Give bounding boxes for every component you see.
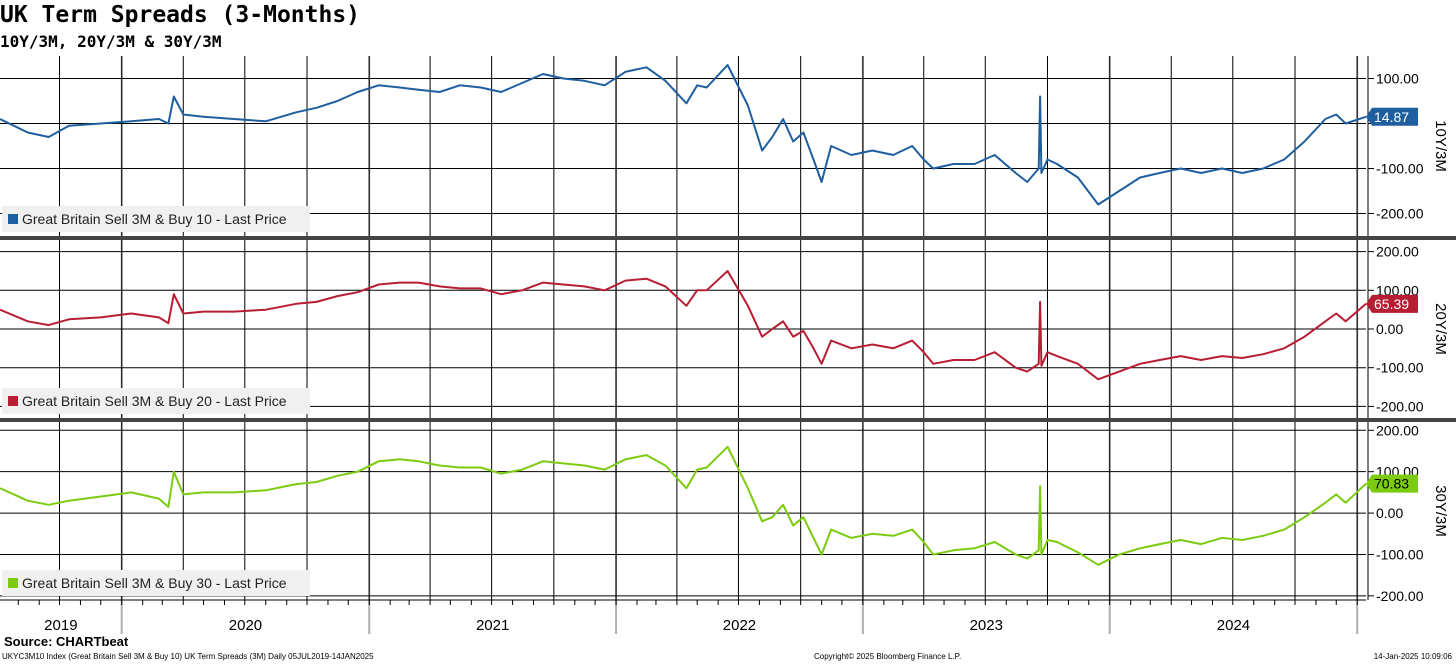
y-tick-label: 100.00 xyxy=(1376,71,1419,87)
last-value-label: 70.83 xyxy=(1374,476,1409,492)
legend-box xyxy=(2,570,310,596)
last-value-badge xyxy=(1366,107,1418,126)
series-line-30y-3m xyxy=(0,445,1367,566)
panel-divider xyxy=(0,418,1456,422)
y-axis-title: 30Y/3M xyxy=(1432,485,1449,537)
y-tick-label: 200.00 xyxy=(1376,244,1419,260)
footer-timestamp: 14-Jan-2025 10:09:06 xyxy=(1373,652,1452,661)
y-tick-label: 200.00 xyxy=(1376,422,1419,438)
chart-title: UK Term Spreads (3-Months) xyxy=(0,2,361,28)
series-line-20y-3m xyxy=(0,270,1367,381)
legend-swatch xyxy=(8,396,18,406)
x-tick-label: 2021 xyxy=(476,617,509,634)
legend-box xyxy=(2,206,310,232)
x-tick-label: 2020 xyxy=(229,617,262,634)
y-tick-label: -100.00 xyxy=(1376,360,1424,376)
legend-box xyxy=(2,388,310,414)
y-axis-title: 20Y/3M xyxy=(1432,303,1449,355)
last-value-badge xyxy=(1366,474,1418,493)
last-value-label: 14.87 xyxy=(1374,109,1409,125)
y-axis-title: 10Y/3M xyxy=(1432,120,1449,172)
y-tick-label: 0.00 xyxy=(1376,321,1403,337)
y-tick-label: -200.00 xyxy=(1376,206,1424,222)
legend-swatch xyxy=(8,214,18,224)
footer-copyright: Copyright© 2025 Bloomberg Finance L.P. xyxy=(814,652,962,661)
chart-subtitle: 10Y/3M, 20Y/3M & 30Y/3M xyxy=(0,32,222,51)
series-line-10y-3m xyxy=(0,64,1367,206)
legend-swatch xyxy=(8,578,18,588)
y-tick-label: -200.00 xyxy=(1376,588,1424,604)
legend-label: Great Britain Sell 3M & Buy 10 - Last Pr… xyxy=(22,211,287,227)
y-tick-label: 100.00 xyxy=(1376,282,1419,298)
y-tick-label: 0.00 xyxy=(1376,505,1403,521)
y-tick-label: -100.00 xyxy=(1376,161,1424,177)
legend-label: Great Britain Sell 3M & Buy 20 - Last Pr… xyxy=(22,393,287,409)
x-tick-label: 2022 xyxy=(723,617,756,634)
last-value-label: 65.39 xyxy=(1374,296,1409,312)
y-tick-label: -200.00 xyxy=(1376,398,1424,414)
y-tick-label: -100.00 xyxy=(1376,546,1424,562)
footer-description: UKYC3M10 Index (Great Britain Sell 3M & … xyxy=(2,652,374,661)
panel-divider xyxy=(0,236,1456,240)
legend-label: Great Britain Sell 3M & Buy 30 - Last Pr… xyxy=(22,575,287,591)
source-label: Source: CHARTbeat xyxy=(4,634,129,649)
x-tick-label: 2023 xyxy=(970,617,1003,634)
x-tick-label: 2024 xyxy=(1217,617,1250,634)
x-tick-label: 2019 xyxy=(44,617,77,634)
last-value-badge xyxy=(1366,294,1418,313)
